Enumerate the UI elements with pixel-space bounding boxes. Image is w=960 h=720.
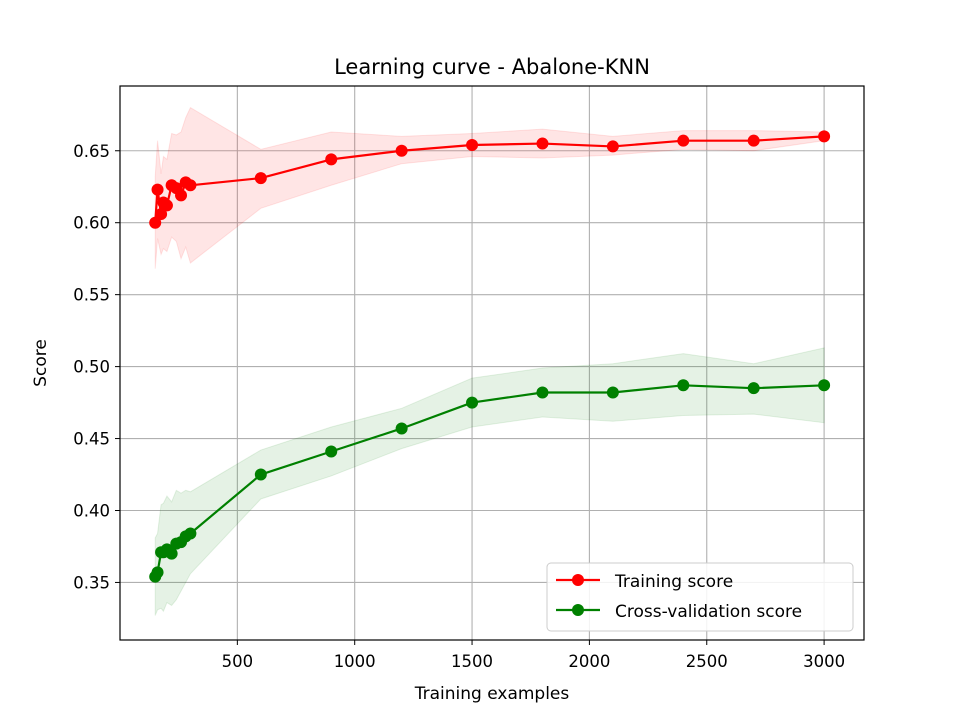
legend-cv-label: Cross-validation score: [615, 602, 802, 622]
cv-score-point: [606, 386, 619, 399]
x-tick-label: 2500: [686, 652, 728, 671]
training-score-point: [175, 189, 188, 202]
training-score-point: [677, 134, 690, 147]
cv-score-point: [184, 527, 197, 540]
training-score-point: [536, 137, 549, 150]
cv-score-point: [747, 382, 760, 395]
x-tick-label: 3000: [803, 652, 845, 671]
training-score-point: [747, 134, 760, 147]
cv-std-band: [154, 347, 825, 616]
cv-score-point: [466, 396, 479, 409]
x-tick-label: 2000: [568, 652, 610, 671]
training-score-point: [160, 199, 173, 212]
legend-training-marker: [572, 574, 584, 586]
x-axis-label: Training examples: [414, 684, 570, 704]
legend-training-label: Training score: [614, 572, 733, 592]
cv-score-point: [818, 379, 831, 392]
training-score-point: [606, 140, 619, 153]
cv-score-point: [677, 379, 690, 392]
cv-score-point: [151, 566, 164, 579]
cv-score-point: [165, 547, 178, 560]
y-tick-label: 0.40: [73, 501, 110, 520]
legend: Training score Cross-validation score: [546, 562, 854, 632]
training-score-point: [155, 208, 168, 221]
y-tick-label: 0.45: [73, 430, 110, 449]
y-tick-label: 0.35: [73, 573, 110, 592]
y-tick-label: 0.65: [73, 142, 110, 161]
y-tick-label: 0.55: [73, 286, 110, 305]
x-tick-label: 1500: [451, 652, 493, 671]
y-tick-label: 0.50: [73, 358, 110, 377]
training-score-point: [818, 130, 831, 143]
training-score-point: [184, 179, 197, 192]
x-axis-ticks: 500 1000 1500 2000 2500 3000: [222, 640, 845, 671]
series-markers: [149, 130, 831, 583]
cv-score-point: [254, 468, 267, 481]
legend-cv-marker: [572, 604, 584, 616]
cv-score-point: [325, 445, 338, 458]
grid-lines: [120, 86, 864, 640]
training-score-point: [254, 172, 267, 185]
training-score-point: [151, 183, 164, 196]
x-tick-label: 1000: [334, 652, 376, 671]
chart-title: Learning curve - Abalone-KNN: [334, 55, 650, 79]
y-axis-ticks: 0.35 0.40 0.45 0.50 0.55 0.60 0.65: [73, 142, 120, 592]
legend-box: [546, 562, 854, 632]
cv-score-point: [395, 422, 408, 435]
cv-score-point: [536, 386, 549, 399]
plot-frame: [119, 85, 865, 641]
x-tick-label: 500: [222, 652, 254, 671]
training-score-point: [466, 138, 479, 151]
training-score-point: [149, 216, 162, 229]
training-score-point: [325, 153, 338, 166]
y-axis-label: Score: [31, 339, 51, 387]
y-tick-label: 0.60: [73, 214, 110, 233]
training-score-point: [395, 144, 408, 157]
